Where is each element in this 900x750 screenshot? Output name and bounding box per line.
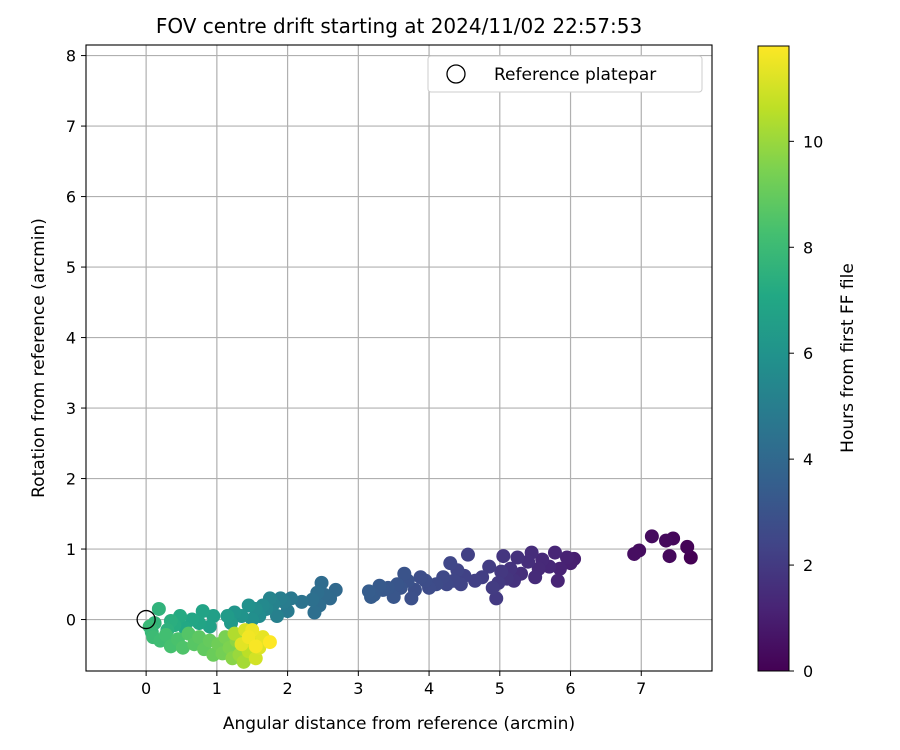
data-point [294,594,309,609]
y-tick-label: 6 [66,188,76,207]
data-point [468,573,483,588]
data-point [485,580,500,595]
y-tick-label: 7 [66,117,76,136]
data-point [307,605,322,620]
data-point [680,539,695,554]
y-axis-ticks: 0 1 2 3 4 5 6 7 8 [66,47,86,630]
data-point [550,573,565,588]
colorbar-label: Hours from first FF file [838,263,858,453]
data-point [206,609,221,624]
chart-title: FOV centre drift starting at 2024/11/02 … [156,14,642,38]
legend-box [427,55,703,93]
x-tick-label: 6 [565,679,575,698]
data-point [552,561,567,576]
data-point [142,619,157,634]
data-point [305,592,320,607]
y-tick-label: 2 [66,470,76,489]
x-tick-label: 3 [353,679,363,698]
x-axis-label: Angular distance from reference (arcmin) [223,714,575,734]
data-point [496,549,511,564]
grid-lines [86,45,712,671]
data-point [547,545,562,560]
y-tick-label: 4 [66,329,76,348]
data-point [510,550,525,565]
colorbar-ticks: 0 2 4 6 8 10 [789,132,823,681]
data-point [262,635,277,650]
data-point [644,529,659,544]
colorbar-tick-label: 8 [803,238,813,257]
data-point [559,550,574,565]
legend: Reference platepar [427,55,703,93]
y-tick-label: 3 [66,399,76,418]
x-tick-label: 7 [636,679,646,698]
data-point [659,533,674,548]
data-point [227,626,242,641]
data-point [195,604,210,619]
data-point [627,546,642,561]
data-point [361,584,376,599]
data-point [220,609,235,624]
colorbar-gradient [757,45,790,672]
y-axis-label: Rotation from reference (arcmin) [29,218,49,498]
data-point [158,628,173,643]
data-point [494,564,509,579]
data-point [528,570,543,585]
data-point [460,547,475,562]
data-point [683,550,698,565]
data-point [662,549,677,564]
x-tick-label: 0 [141,679,151,698]
data-point [248,639,263,654]
data-point [151,601,166,616]
x-axis-ticks: 0 1 2 3 4 5 6 7 [141,671,646,698]
data-points [142,529,698,669]
data-point [248,651,263,666]
y-tick-label: 1 [66,540,76,559]
data-point [413,570,428,585]
data-point [397,566,412,581]
legend-entry-reference-platepar: Reference platepar [494,65,656,85]
legend-reference-marker [446,64,466,84]
y-tick-label: 8 [66,47,76,66]
data-point [175,640,190,655]
data-point [236,654,251,669]
data-point [404,591,419,606]
data-point [192,630,207,645]
colorbar-tick-label: 4 [803,450,813,469]
y-tick-label: 5 [66,258,76,277]
colorbar-tick-label: 6 [803,344,813,363]
plot-frame [85,44,713,672]
data-point [269,609,284,624]
data-point [443,556,458,571]
data-point [482,559,497,574]
reference-platepar-marker [136,609,156,630]
data-point [241,598,256,613]
x-tick-label: 1 [212,679,222,698]
data-point [202,619,217,634]
colorbar: 0 2 4 6 8 10 Hours from first FF file [757,45,858,681]
x-tick-label: 4 [424,679,434,698]
x-tick-label: 2 [282,679,292,698]
data-point [181,626,196,641]
x-tick-label: 5 [495,679,505,698]
colorbar-tick-label: 2 [803,556,813,575]
data-point [245,612,260,627]
colorbar-tick-label: 10 [803,132,823,151]
y-tick-label: 0 [66,611,76,630]
colorbar-tick-label: 0 [803,662,813,681]
data-point [489,591,504,606]
data-point [521,554,536,569]
